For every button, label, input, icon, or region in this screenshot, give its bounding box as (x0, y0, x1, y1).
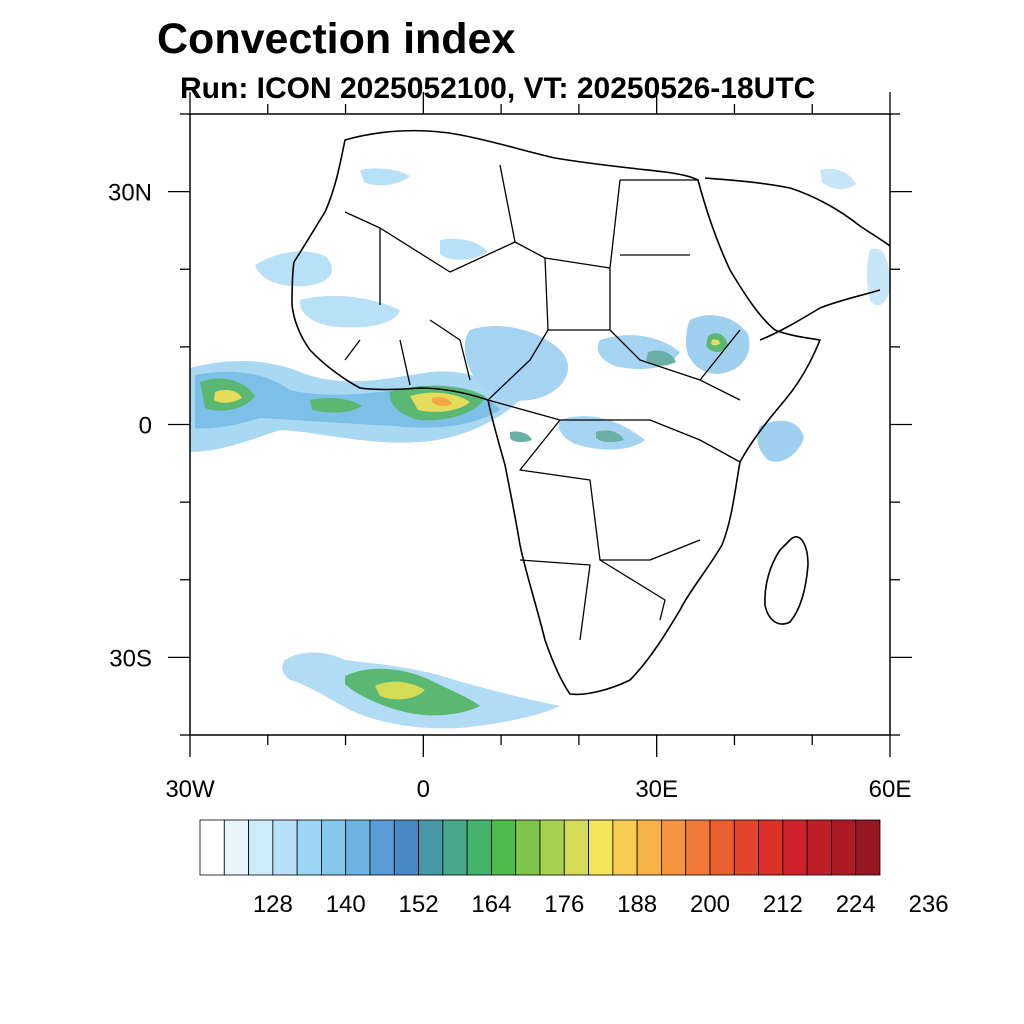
colorbar-swatch (418, 819, 444, 876)
colorbar-swatch (661, 819, 687, 876)
colorbar-swatch (855, 819, 881, 876)
convection-gulf-orange (432, 397, 452, 407)
colorbar-tick-label: 140 (326, 891, 366, 918)
lon-label: 60E (869, 776, 912, 803)
colorbar-tick-label: 128 (253, 891, 293, 918)
colorbar-swatch (806, 819, 832, 876)
colorbar-swatch (588, 819, 614, 876)
colorbar-swatch (733, 819, 759, 876)
coastlines (291, 129, 890, 696)
colorbar-tick-label: 236 (909, 891, 949, 918)
colorbar-swatch (491, 819, 517, 876)
arabia-coastline (704, 177, 890, 341)
madagascar-coastline (764, 536, 809, 625)
colorbar-swatch (636, 819, 662, 876)
colorbar-swatch (466, 819, 492, 876)
colorbar-labels: 128 140 152 164 176 188 200 212 224 236 (253, 891, 949, 918)
colorbar-tick-label: 176 (544, 891, 584, 918)
convection-ethiopia (686, 315, 804, 462)
lat-label: 30S (109, 645, 152, 672)
map-title: Convection index (157, 15, 516, 63)
convection-west-africa (255, 168, 488, 328)
colorbar-swatch (296, 819, 322, 876)
colorbar-swatch (345, 819, 371, 876)
convection-ethiopia-yellow (711, 339, 720, 346)
colorbar-swatch (612, 819, 638, 876)
lon-label: 0 (417, 776, 430, 803)
colorbar-tick-label: 212 (763, 891, 803, 918)
colorbar-swatch (539, 819, 565, 876)
colorbar-swatch (369, 819, 395, 876)
convection-central-africa (464, 326, 680, 450)
country-borders (344, 164, 741, 641)
colorbar-tick-label: 164 (471, 891, 511, 918)
colorbar-tick-label: 224 (836, 891, 876, 918)
africa-coastline (291, 129, 821, 696)
lon-label: 30W (165, 776, 215, 803)
lat-label: 30N (108, 180, 152, 207)
convection-field (190, 168, 890, 729)
axis-ticks (168, 92, 912, 757)
colorbar-swatch (321, 819, 347, 876)
colorbar-swatch (563, 819, 589, 876)
colorbar-swatch (831, 819, 857, 876)
convection-gulf-yellow (214, 390, 470, 412)
colorbar-swatch (248, 819, 274, 876)
colorbar-swatch (442, 819, 468, 876)
colorbar-swatch (393, 819, 419, 876)
lon-label: 30E (635, 776, 678, 803)
colorbar-swatch (272, 819, 298, 876)
colorbar-tick-label: 188 (617, 891, 657, 918)
map-subtitle: Run: ICON 2025052100, VT: 20250526-18UTC (180, 72, 816, 105)
colorbar-swatch (782, 819, 808, 876)
convection-arabia (820, 168, 890, 306)
colorbar-swatch (685, 819, 711, 876)
axis-labels: 30N 0 30S 30W 0 30E 60E (108, 180, 911, 803)
colorbar-swatch (515, 819, 541, 876)
colorbar-swatch (758, 819, 784, 876)
colorbar-tick-label: 152 (399, 891, 439, 918)
colorbar-swatch (199, 819, 225, 876)
colorbar-swatch (709, 819, 735, 876)
convection-southern-yellow (375, 681, 425, 700)
lat-label: 0 (139, 413, 152, 440)
colorbar-swatch (223, 819, 249, 876)
convection-central-green (510, 350, 676, 443)
colorbar (199, 819, 881, 876)
colorbar-tick-label: 200 (690, 891, 730, 918)
